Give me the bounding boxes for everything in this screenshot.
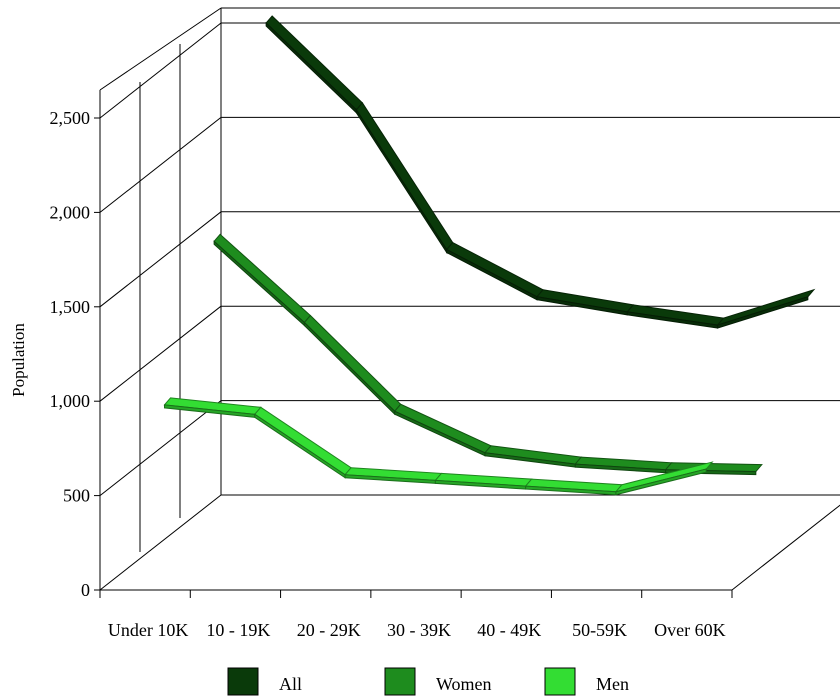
floor-right-edge [731, 504, 840, 591]
series-segment-top [254, 406, 352, 476]
y-tick-label: 500 [63, 486, 90, 506]
y-tick-label: 2,000 [50, 202, 91, 222]
legend-label-women: Women [436, 674, 492, 694]
legend-label-all: All [279, 674, 302, 694]
y-axis: 0 500 1,000 1,500 2,000 2,500 [50, 108, 100, 600]
series-segment-side [213, 240, 305, 327]
series-segment-top [303, 314, 402, 412]
series-segment-top [445, 241, 544, 298]
series-segment-side [254, 413, 346, 479]
gridline-diagonal [99, 305, 222, 402]
legend-swatch-all [227, 667, 259, 696]
x-tick-label: Under 10K [108, 620, 188, 640]
y-tick-label: 0 [81, 580, 90, 600]
series-segment-side [265, 21, 357, 115]
series-segment-top [393, 403, 492, 454]
x-tick-label: Over 60K [654, 620, 725, 640]
series-segment-top [265, 15, 364, 111]
x-tick-label: 30 - 39K [387, 620, 451, 640]
series-segment-top [213, 233, 312, 324]
gridline-diagonal [99, 400, 222, 496]
gridline-diagonal [99, 117, 222, 213]
gridlines [99, 22, 840, 552]
chart-frame [99, 7, 840, 591]
series-men-line [163, 397, 714, 496]
y-tick-label: 2,500 [50, 108, 91, 128]
series-segment-top [355, 102, 454, 251]
series-segment-side [394, 410, 486, 457]
legend: All Women Men [227, 667, 629, 696]
series-segment-side [717, 296, 809, 329]
y-tick-label: 1,500 [50, 297, 91, 317]
plot-area [163, 15, 816, 496]
x-tick-label: 50-59K [572, 620, 627, 640]
left-wall-top-edge [99, 7, 222, 91]
gridline-diagonal [99, 22, 222, 119]
x-tick-label: 20 - 29K [297, 620, 361, 640]
legend-swatch-men [544, 667, 576, 696]
series-segment-side [615, 468, 707, 496]
series-segment-side [355, 108, 448, 255]
series-segment-top [716, 288, 816, 327]
x-tick-label: 10 - 19K [206, 620, 270, 640]
legend-label-men: Men [596, 674, 629, 694]
gridline-diagonal [99, 211, 222, 308]
y-tick-label: 1,000 [50, 391, 91, 411]
series-segment-side [446, 248, 538, 301]
y-axis-title: Population [9, 323, 28, 397]
legend-swatch-women [384, 667, 416, 696]
floor-left-edge [99, 494, 222, 591]
x-axis: Under 10K 10 - 19K 20 - 29K 30 - 39K 40 - 49… [99, 590, 733, 640]
series-all-line [265, 15, 816, 329]
x-tick-label: 40 - 49K [477, 620, 541, 640]
